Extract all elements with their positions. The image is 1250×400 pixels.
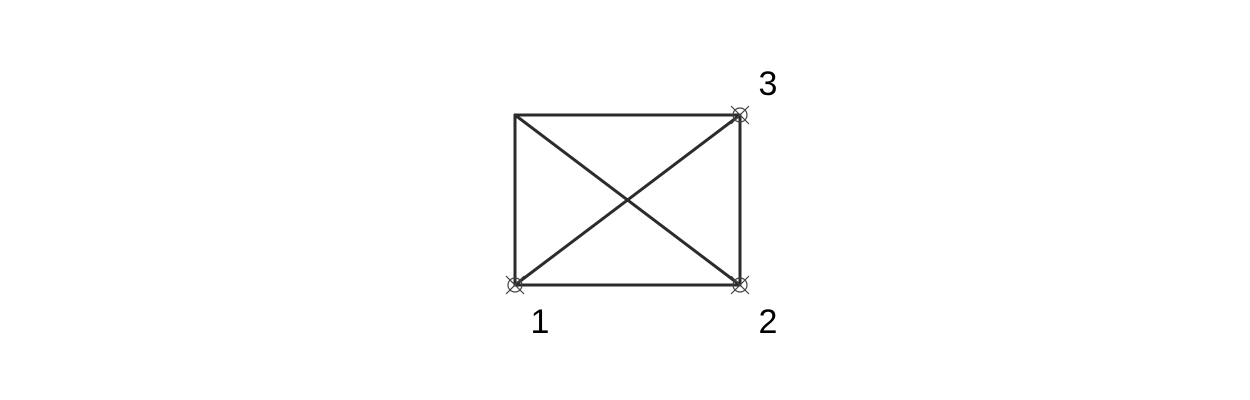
point-3-cross-icon: [730, 105, 750, 125]
diagonal-bottom-left-to-top-right: [513, 113, 742, 287]
point-1-label: 1: [531, 303, 550, 341]
point-2-circle-icon: [732, 277, 748, 293]
point-1-cross-icon: [505, 275, 525, 295]
point-2-cross-icon: [730, 275, 750, 295]
rectangle-edges: [513, 113, 742, 287]
point-3-circle-icon: [732, 107, 748, 123]
point-2-label: 2: [759, 303, 778, 341]
point-1-circle-icon: [507, 277, 523, 293]
point-2-marker: [730, 275, 750, 295]
point-3-label: 3: [759, 65, 778, 103]
point-1-marker: [505, 275, 525, 295]
point-3-marker: [730, 105, 750, 125]
